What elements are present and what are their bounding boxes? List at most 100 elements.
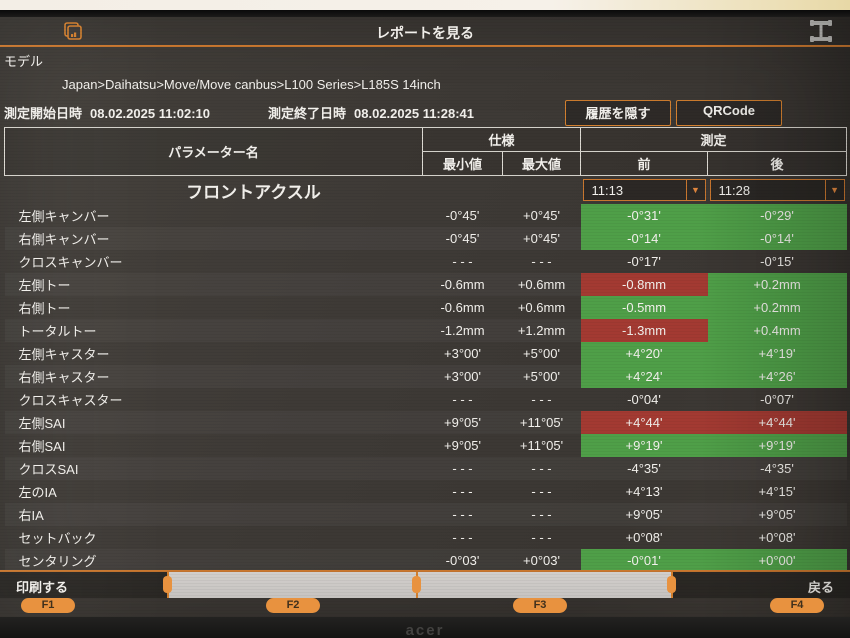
hide-history-button[interactable]: 履歴を隠す (565, 100, 671, 126)
before-value-cell: -0°04' (627, 392, 661, 407)
back-button-label: 戻る (807, 580, 834, 595)
monitor-bezel-top (0, 10, 850, 17)
f4-key-label[interactable]: F4 (770, 598, 824, 613)
param-name-cell: センタリング (18, 554, 97, 569)
front-axle-title: フロントアクスル (186, 182, 321, 202)
after-value-cell: +0.4mm (707, 319, 847, 342)
table-row: 左側キャンバー -0°45' +0°45' -0°31' -0°29' (5, 204, 847, 227)
max-value-cell: +0.6mm (517, 300, 566, 315)
param-name-cell: 左側SAI (18, 416, 66, 431)
before-time-value: 11:13 (591, 182, 624, 198)
min-value-cell: +9°05' (444, 438, 481, 453)
min-value-cell: - - - (452, 392, 473, 407)
before-value-cell: +0°08' (625, 530, 663, 545)
param-name-cell: 右側トー (18, 301, 71, 316)
before-value-cell: +4°44' (580, 411, 708, 434)
max-value-cell: +1.2mm (517, 323, 566, 338)
table-row: セットバック - - - - - - +0°08' +0°08' (5, 526, 847, 549)
before-value-cell: -0.8mm (580, 273, 708, 296)
before-value-cell: +4°24' (580, 365, 708, 388)
min-value-cell: - - - (452, 530, 473, 545)
table-row: 左側キャスター +3°00' +5°00' +4°20' +4°19' (5, 342, 847, 365)
max-value-cell: +11°05' (519, 438, 564, 453)
max-value-cell: - - - (531, 530, 552, 545)
before-value-cell: -1.3mm (580, 319, 708, 342)
after-value-cell: +4°26' (707, 365, 847, 388)
after-value-cell: -0°14' (707, 227, 847, 250)
before-value-cell: +4°13' (625, 484, 663, 499)
end-datetime-label: 測定終了日時 (268, 106, 347, 121)
max-header: 最大値 (501, 151, 582, 176)
before-value-cell: -0°14' (580, 227, 708, 250)
param-name-cell: 右側SAI (18, 439, 66, 454)
before-value-cell: -4°35' (627, 461, 661, 476)
param-name-cell: セットバック (18, 531, 97, 546)
wall-background (0, 0, 850, 10)
after-time-dropdown[interactable]: 11:28 ▼ (709, 179, 845, 201)
after-value-cell: +0°08' (758, 530, 796, 545)
after-header: 後 (707, 151, 848, 176)
screen: レポートを見る モデル Japan>Daihatsu>M (0, 17, 850, 617)
min-value-cell: +3°00' (444, 369, 481, 384)
max-value-cell: +0°45' (523, 231, 560, 246)
f3-key-label[interactable]: F3 (513, 598, 567, 613)
f3-button-empty[interactable] (416, 572, 671, 598)
after-value-cell: +9°19' (707, 434, 847, 457)
front-axle-section-row: フロントアクスル 11:13 ▼ 11:28 ▼ (5, 176, 847, 205)
param-name-cell: 左側トー (18, 278, 71, 293)
table-row: 右側SAI +9°05' +11°05' +9°19' +9°19' (5, 434, 847, 457)
max-value-cell: - - - (531, 461, 552, 476)
min-value-cell: -0°45' (445, 208, 480, 223)
page-title: レポートを見る (376, 25, 474, 41)
section-spacer (503, 176, 581, 205)
start-datetime-value: 08.02.2025 11:02:10 (90, 106, 211, 121)
table-row: センタリング -0°03' +0°03' -0°01' +0°00' (5, 549, 847, 572)
function-button-bar: 印刷する 戻る (0, 570, 850, 598)
start-datetime: 測定開始日時 08.02.2025 11:02:10 (4, 103, 210, 122)
breadcrumb: Japan>Daihatsu>Move/Move canbus>L100 Ser… (62, 77, 441, 92)
end-datetime-value: 08.02.2025 11:28:41 (354, 106, 475, 121)
min-value-cell: +3°00' (444, 346, 481, 361)
table-row: クロスキャスター - - - - - - -0°04' -0°07' (5, 388, 847, 411)
max-value-cell: - - - (531, 392, 552, 407)
before-header: 前 (580, 151, 709, 176)
after-time-value: 11:28 (718, 182, 751, 198)
f1-key-label[interactable]: F1 (21, 598, 75, 613)
min-value-cell: -0.6mm (440, 277, 485, 292)
back-button[interactable]: 戻る (671, 572, 850, 598)
max-value-cell: +5°00' (523, 369, 560, 384)
before-time-cell: 11:13 ▼ (581, 176, 708, 205)
after-value-cell: -0°07' (760, 392, 794, 407)
f2-button-empty[interactable] (167, 572, 416, 598)
param-name-cell: クロスキャンバー (18, 255, 123, 270)
min-value-cell: - - - (452, 254, 473, 269)
param-name-cell: クロスSAI (18, 462, 79, 477)
table-row: 右IA - - - - - - +9°05' +9°05' (5, 503, 847, 526)
param-name-cell: 左側キャンバー (18, 209, 110, 224)
after-value-cell: +0.2mm (707, 296, 847, 319)
param-header: パラメーター名 (4, 127, 423, 176)
before-value-cell: -0°01' (580, 549, 708, 572)
after-value-cell: -0°15' (760, 254, 794, 269)
alignment-report-table: パラメーター名 仕様 測定 最小値 最大値 前 後 フロントアクスル (4, 127, 848, 572)
f2-key-label[interactable]: F2 (266, 598, 320, 613)
max-value-cell: +11°05' (519, 415, 564, 430)
table-row: 右側トー -0.6mm +0.6mm -0.5mm +0.2mm (5, 296, 847, 319)
param-name-cell: クロスキャスター (18, 393, 123, 408)
after-value-cell: +4°44' (707, 411, 847, 434)
max-value-cell: - - - (531, 484, 552, 499)
param-name-cell: 右IA (18, 508, 44, 523)
print-button-label: 印刷する (16, 580, 69, 595)
qrcode-button[interactable]: QRCode (676, 100, 782, 126)
before-time-dropdown[interactable]: 11:13 ▼ (582, 179, 706, 201)
table-row: 右側キャンバー -0°45' +0°45' -0°14' -0°14' (5, 227, 847, 250)
spec-header: 仕様 (421, 127, 582, 152)
meta-buttons: 履歴を隠す QRCode (565, 100, 782, 126)
before-value-cell: -0°31' (580, 204, 708, 227)
print-button[interactable]: 印刷する (0, 572, 167, 598)
report-table-header: パラメーター名 仕様 測定 最小値 最大値 前 後 (4, 127, 848, 176)
min-value-cell: +9°05' (444, 415, 481, 430)
after-value-cell: +9°05' (758, 507, 796, 522)
param-name-cell: 右側キャンバー (18, 232, 110, 247)
